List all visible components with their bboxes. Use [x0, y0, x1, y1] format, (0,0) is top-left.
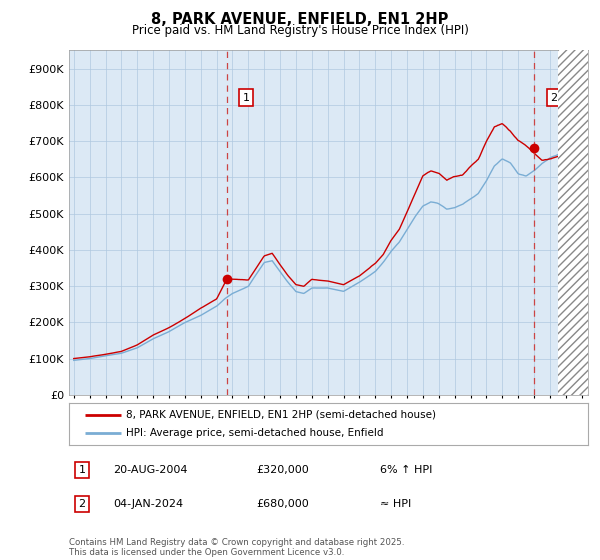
Text: £680,000: £680,000: [256, 499, 308, 509]
Text: ≈ HPI: ≈ HPI: [380, 499, 412, 509]
Text: Price paid vs. HM Land Registry's House Price Index (HPI): Price paid vs. HM Land Registry's House …: [131, 24, 469, 36]
Text: 04-JAN-2024: 04-JAN-2024: [113, 499, 183, 509]
Text: Contains HM Land Registry data © Crown copyright and database right 2025.
This d: Contains HM Land Registry data © Crown c…: [69, 538, 404, 557]
Text: 20-AUG-2004: 20-AUG-2004: [113, 465, 188, 475]
Bar: [558, 50, 590, 395]
Text: 1: 1: [79, 465, 85, 475]
Text: 2: 2: [550, 92, 557, 102]
Text: 2: 2: [79, 499, 86, 509]
Text: 6% ↑ HPI: 6% ↑ HPI: [380, 465, 433, 475]
Text: 1: 1: [242, 92, 250, 102]
Text: 8, PARK AVENUE, ENFIELD, EN1 2HP (semi-detached house): 8, PARK AVENUE, ENFIELD, EN1 2HP (semi-d…: [126, 410, 436, 420]
Text: 8, PARK AVENUE, ENFIELD, EN1 2HP: 8, PARK AVENUE, ENFIELD, EN1 2HP: [151, 12, 449, 27]
Text: £320,000: £320,000: [256, 465, 308, 475]
Bar: [558, 50, 590, 395]
Text: HPI: Average price, semi-detached house, Enfield: HPI: Average price, semi-detached house,…: [126, 428, 383, 438]
